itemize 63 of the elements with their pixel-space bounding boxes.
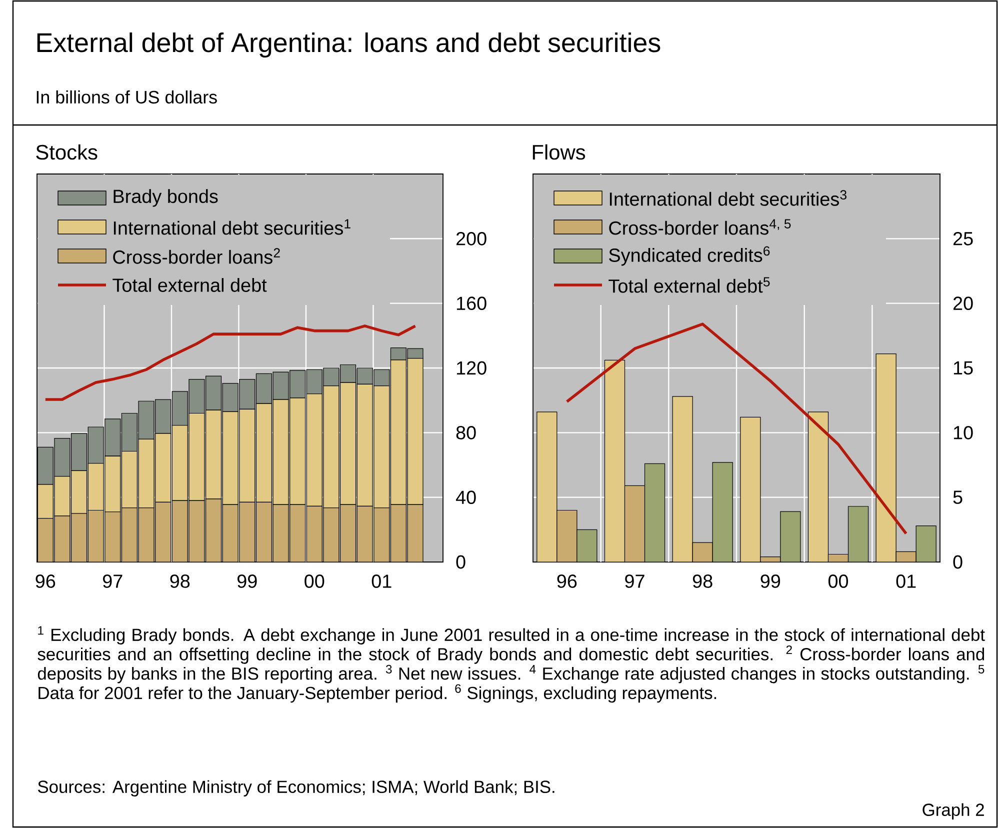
chart-title: Flows xyxy=(532,144,586,160)
caption: Graph 2 xyxy=(922,803,984,820)
bar xyxy=(70,513,88,562)
bar xyxy=(121,508,138,562)
bar xyxy=(323,508,340,562)
x-tick-label: 01 xyxy=(372,574,392,588)
y-tick-label: 0 xyxy=(456,555,466,569)
y-tick-label: 20 xyxy=(953,296,973,310)
y-tick-label: 25 xyxy=(953,232,973,246)
legend-label: Total external debt xyxy=(112,278,267,292)
bar xyxy=(340,504,356,562)
text: External debt of Argentina: loans and debt securities xyxy=(37,32,660,58)
bar xyxy=(239,502,256,562)
x-tick-label: 00 xyxy=(828,574,848,588)
y-tick-label: 5 xyxy=(953,490,962,504)
legend-label: International debt securities$^{3}$ xyxy=(610,190,846,206)
text: In billions of US dollars xyxy=(36,90,217,104)
bar xyxy=(54,516,70,562)
bar xyxy=(205,498,222,562)
bar xyxy=(188,500,205,562)
bar xyxy=(374,508,390,562)
y-tick-label: 40 xyxy=(456,490,476,504)
x-tick-label: 99 xyxy=(760,574,780,588)
x-tick-label: 97 xyxy=(103,574,122,588)
bar xyxy=(104,512,121,562)
x-tick-label: 96 xyxy=(557,574,577,588)
y-tick-label: 10 xyxy=(954,426,973,440)
bar xyxy=(138,508,154,562)
text: $^{1}$ Excluding Brady bonds. A debt exchange in June 2001 resulted in a one-time increase in the stock of international debt securities and an offsetting decline in the stock of Brady bonds and domestic debt securities. $^{2}$ Cross-border loans and deposits by banks in the BIS reporting area. $^{3}$ Net new issues. $^{4}$ Exchange rate adjusted changes in stocks outstanding. $^{5}$ Data for 2001 refer to the January-September period. $^{6}$ Signings, excluding repayments. xyxy=(38,626,985,703)
y-tick-label: 160 xyxy=(456,296,486,310)
x-tick-label: 01 xyxy=(896,574,916,588)
bar xyxy=(88,510,104,562)
legend-label: Total external debt$^{5}$ xyxy=(608,277,770,293)
bar xyxy=(407,504,424,562)
x-tick-label: 98 xyxy=(170,574,190,588)
chart-title: Stocks xyxy=(36,144,98,160)
legend-label: Cross-border loans$^{4, 5}$ xyxy=(609,219,791,235)
x-tick-label: 96 xyxy=(36,574,56,588)
y-tick-label: 0 xyxy=(953,555,962,569)
x-tick-label: 97 xyxy=(625,574,644,588)
source-note: Sources: Argentine Ministry of Economics; ISMA; World Bank; BIS. xyxy=(38,780,554,796)
line-series xyxy=(566,322,908,535)
bar xyxy=(356,506,373,562)
y-tick-label: 120 xyxy=(456,361,486,375)
x-tick-label: 99 xyxy=(238,574,257,588)
legend-label: Cross-border loans$^{2}$ xyxy=(113,248,280,264)
y-tick-label: 15 xyxy=(954,361,973,375)
x-tick-label: 00 xyxy=(304,574,324,588)
x-tick-label: 98 xyxy=(692,574,712,588)
legend-label: Syndicated credits$^{6}$ xyxy=(609,246,770,266)
bar xyxy=(256,502,272,562)
bar xyxy=(222,504,238,562)
bar xyxy=(272,504,289,562)
bar xyxy=(38,518,54,562)
bar xyxy=(390,504,406,562)
y-tick-label: 80 xyxy=(456,426,476,440)
bar xyxy=(306,506,322,562)
legend-label: Brady bonds xyxy=(114,189,218,207)
bar xyxy=(155,502,172,562)
y-tick-label: 200 xyxy=(456,232,486,246)
legend-label: International debt securities$^{1}$ xyxy=(114,219,350,235)
bar xyxy=(290,504,306,562)
bar xyxy=(172,500,188,562)
